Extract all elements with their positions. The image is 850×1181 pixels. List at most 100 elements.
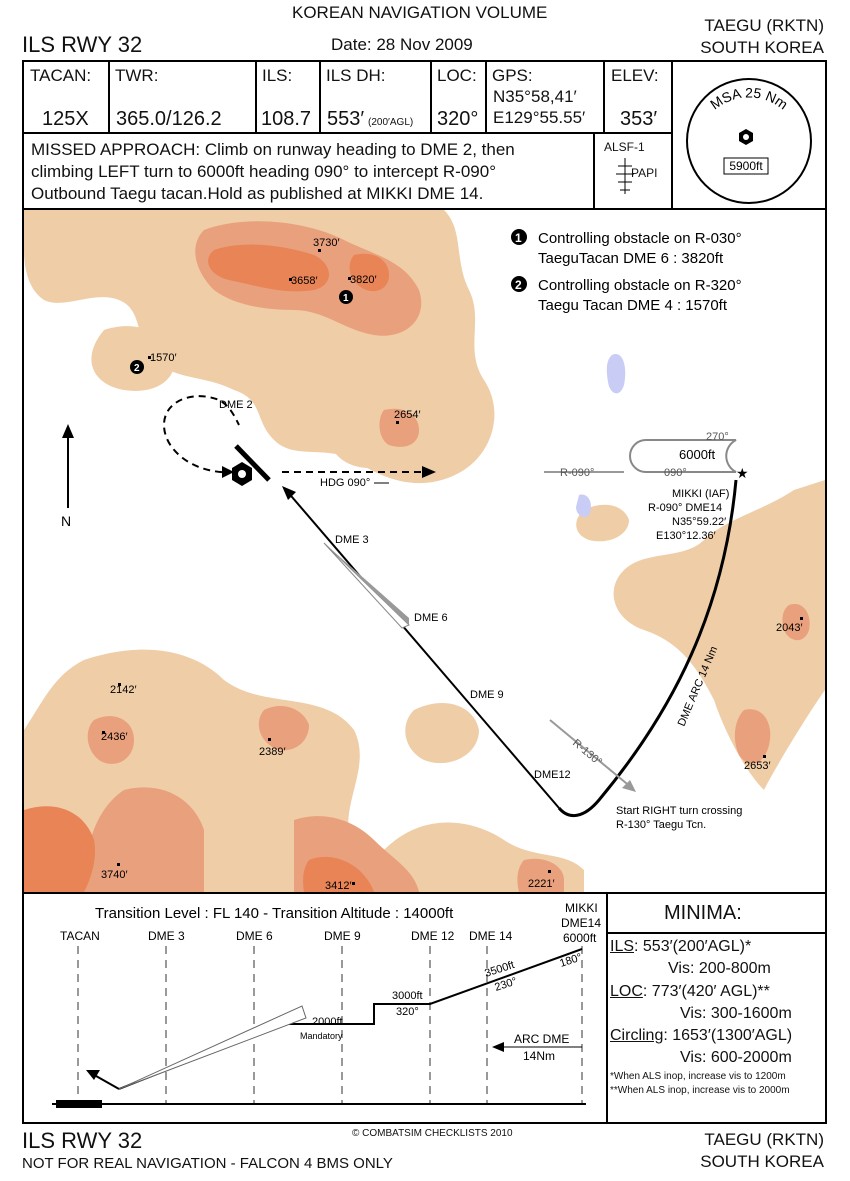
circling-minima: Circling: 1653′(1300′AGL): [610, 1027, 793, 1044]
volume-title: KOREAN NAVIGATION VOLUME: [292, 3, 548, 22]
radial-130-label: R-130°: [570, 737, 604, 768]
turn-note-1: Start RIGHT turn crossing: [616, 805, 742, 817]
north-arrow: N: [61, 424, 74, 529]
runway-32: [234, 444, 271, 482]
msa-diagram: MSA 25 Nm 5900ft: [686, 78, 812, 204]
heading-090-label: HDG 090°: [320, 477, 370, 489]
note-2-line-1: Controlling obstacle on R-320°: [538, 277, 742, 294]
radial-130: [549, 719, 633, 789]
runway-profile: [56, 1100, 102, 1108]
lake: [606, 354, 626, 394]
tower-cell: TWR: 365.0/126.2: [110, 62, 257, 132]
terrain-dark: [24, 244, 389, 892]
dme-arc: [557, 479, 738, 817]
mandatory-label: Mandatory: [300, 1031, 343, 1041]
papi-label: PAPI: [631, 166, 658, 180]
course-230: 230°: [493, 975, 518, 993]
missed-approach-box: MISSED APPROACH: Climb on runway heading…: [22, 132, 595, 210]
north-label: N: [61, 513, 71, 529]
fix-lines: [77, 946, 583, 1104]
spot-elevation: 3820′: [350, 274, 377, 286]
lake: [576, 494, 591, 518]
mikki-label: MIKKI: [565, 901, 598, 915]
elev-cell: ELEV: 353′: [605, 62, 671, 132]
tacan-symbol: [232, 462, 252, 486]
glideslope-wedge: [323, 542, 410, 629]
fix-label: DME 6: [236, 929, 273, 943]
altitude-3000: 3000ft: [392, 990, 423, 1002]
obstacle-1-marker: [339, 290, 353, 304]
glideslope-wedge: [118, 1005, 307, 1090]
loc-visibility: Vis: 300-1600m: [680, 1005, 792, 1022]
arrowhead: [222, 466, 234, 478]
circling-visibility: Vis: 600-2000m: [680, 1049, 792, 1066]
tower-label: TWR:: [115, 66, 159, 85]
obstacle-2-number: 2: [134, 363, 140, 374]
copyright: © COMBATSIM CHECKLISTS 2010: [352, 1128, 513, 1139]
note-2-marker: [511, 276, 527, 292]
minima-box: MINIMA: ILS: 553′(200′AGL)* Vis: 200-800…: [606, 892, 827, 1124]
minima-title: MINIMA:: [664, 902, 742, 924]
loc-cell: LOC: 320°: [432, 62, 487, 132]
dme-2-label: DME 2: [219, 399, 253, 411]
loc-label: LOC:: [437, 66, 477, 85]
arc-distance-label: 14Nm: [523, 1049, 555, 1063]
plan-view-map: N DME 2 HDG 090° DME 3 DME 6 DME 9 DME12…: [22, 208, 827, 894]
fix-label: TACAN: [60, 929, 100, 943]
ils-dh-agl: (200′AGL): [368, 117, 414, 128]
loc-minima: LOC: 773′(420′ AGL)**: [610, 983, 770, 1000]
ils-dh-value: 553′: [327, 108, 365, 130]
hold-altitude: 6000ft: [679, 447, 716, 462]
obstacle-2-marker: [130, 360, 144, 374]
msa-label: MSA 25 Nm: [707, 84, 791, 112]
fix-label: DME 3: [148, 929, 185, 943]
course-180: 180°: [558, 951, 583, 969]
spot-elevation: 2142′: [110, 684, 137, 696]
fix-label: DME 12: [411, 929, 455, 943]
footer-airport: TAEGU (RKTN): [704, 1130, 824, 1149]
mikki-label-4: E130°12.36′: [656, 530, 716, 542]
ils-value: 108.7: [261, 108, 312, 130]
ils-visibility: Vis: 200-800m: [668, 960, 771, 977]
spot-elevation: 3730′: [313, 237, 340, 249]
alsf-label: ALSF-1: [604, 140, 645, 154]
hold-outbound: 270°: [706, 431, 729, 443]
missed-line-2: climbing LEFT turn to 6000ft heading 090…: [31, 162, 497, 181]
info-bar: TACAN: 125X TWR: 365.0/126.2 ILS: 108.7 …: [22, 60, 673, 134]
ils-label: ILS:: [262, 66, 293, 85]
mikki-altitude: 6000ft: [563, 931, 597, 945]
dme-9-label: DME 9: [470, 689, 504, 701]
missed-line-3: Outbound Taegu tacan.Hold as published a…: [31, 184, 484, 203]
note-2-line-2: Taegu Tacan DME 4 : 1570ft: [538, 297, 728, 314]
airport-name: TAEGU (RKTN): [704, 16, 824, 35]
spot-elevation: 3740′: [101, 869, 128, 881]
mikki-label-3: N35°59.22′: [672, 516, 726, 528]
terrain-map: N DME 2 HDG 090° DME 3 DME 6 DME 9 DME12…: [24, 210, 825, 892]
missed-line-1: MISSED APPROACH: Climb on runway heading…: [31, 140, 515, 159]
arrowhead: [622, 780, 636, 792]
gps-latitude: N35°58,41′: [493, 87, 577, 106]
spot-elevation: 2221′: [528, 878, 555, 890]
gps-longitude: E129°55.55′: [493, 108, 586, 127]
dme-6-label: DME 6: [414, 612, 448, 624]
ils-dh-cell: ILS DH: 553′ (200′AGL): [321, 62, 432, 132]
loc-value: 320°: [437, 108, 479, 130]
tacan-cell: TACAN: 125X: [24, 62, 110, 132]
course-320: 320°: [396, 1006, 419, 1018]
hold-inbound: 090°: [664, 467, 687, 479]
holding-pattern: [629, 439, 737, 473]
profile-fixes: TACAN DME 3 DME 6 DME 9 DME 12 DME 14 MI…: [60, 901, 601, 945]
glideslope-wedge-shade: [324, 543, 409, 625]
spot-elevation: 2654′: [394, 409, 421, 421]
note-1-line-1: Controlling obstacle on R-030°: [538, 230, 742, 247]
spot-elevation: 3658′: [291, 275, 318, 287]
final-approach-course: [285, 489, 560, 809]
gps-label: GPS:: [492, 66, 533, 85]
spot-markers: [102, 249, 803, 885]
dme-12-label: DME12: [534, 769, 571, 781]
elev-value: 353′: [620, 108, 658, 130]
ils-cell: ILS: 108.7: [257, 62, 321, 132]
procedure-title: ILS RWY 32: [22, 32, 143, 57]
spot-elevation: 2653′: [744, 760, 771, 772]
tacan-label: TACAN:: [30, 66, 92, 85]
